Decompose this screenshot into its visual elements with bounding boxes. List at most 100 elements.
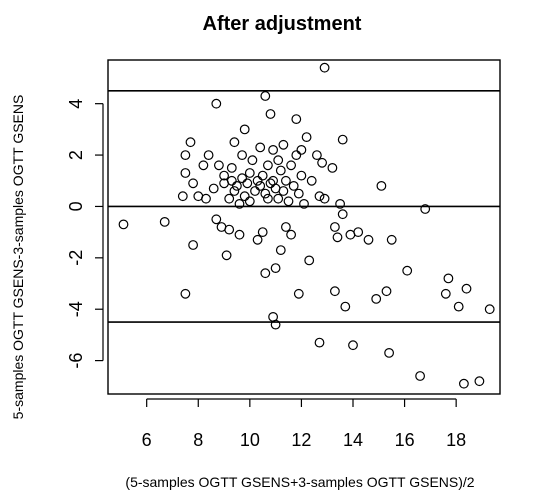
data-point-7 [188,178,199,189]
data-point-19 [219,170,230,181]
data-point-87 [330,222,340,232]
data-point-25 [229,186,240,196]
data-point-85 [319,193,330,204]
data-point-4 [180,150,191,161]
data-point-55 [270,263,281,274]
data-point-62 [278,186,289,196]
data-point-83 [317,157,328,168]
data-point-20 [221,250,232,261]
data-point-5 [180,168,191,178]
data-point-111 [474,376,485,387]
x-tick-label-3: 12 [291,430,311,450]
data-point-6 [185,137,196,148]
data-point-75 [296,144,307,155]
data-point-60 [275,245,286,256]
x-tick-label-5: 16 [395,430,415,450]
y-tick-label-1: -4 [66,301,86,317]
data-point-21 [224,193,235,204]
y-tick-label-4: 2 [66,150,86,160]
data-point-91 [337,134,348,145]
data-point-106 [440,288,451,299]
x-tick-label-0: 6 [142,430,152,450]
data-point-96 [353,227,364,238]
data-point-88 [330,286,340,297]
data-point-49 [263,160,273,171]
data-point-1 [159,216,170,227]
data-point-61 [275,165,286,176]
data-point-79 [306,175,317,186]
data-point-14 [211,214,222,225]
data-point-47 [260,91,271,101]
data-point-3 [177,191,188,202]
data-point-42 [255,180,266,191]
data-point-92 [337,209,348,220]
x-tick-label-2: 10 [240,430,260,450]
data-point-30 [237,173,248,184]
data-point-31 [237,150,248,161]
data-point-45 [260,268,271,279]
data-point-107 [443,273,454,284]
data-point-66 [283,196,294,207]
y-axis-label: 5-samples OGTT GSENS-3-samples OGTT GSEN… [10,95,26,420]
data-point-65 [281,175,291,186]
data-point-100 [381,286,392,297]
y-tick-label-2: -2 [66,250,86,266]
data-point-76 [299,198,309,209]
data-point-11 [201,193,211,204]
data-point-48 [263,193,273,204]
data-point-44 [257,170,268,181]
data-point-52 [268,144,279,155]
data-point-8 [188,240,199,250]
data-point-46 [260,188,271,199]
chart-title: After adjustment [203,13,362,35]
data-point-105 [420,204,431,214]
x-tick-label-1: 8 [193,430,203,450]
data-point-97 [363,234,374,245]
data-point-37 [247,155,258,166]
data-point-22 [224,224,235,235]
data-point-78 [304,255,315,266]
data-point-93 [340,301,351,312]
data-point-74 [296,170,307,181]
data-point-69 [288,180,299,191]
data-point-110 [461,283,472,294]
x-axis-label: (5-samples OGTT GSENS+3-samples OGTT GSE… [125,474,474,490]
data-point-38 [250,186,260,196]
data-point-102 [386,234,397,245]
data-point-58 [273,155,284,166]
data-point-64 [281,222,291,232]
data-point-71 [291,114,302,124]
data-point-33 [239,124,250,135]
y-axis: -6 -4 -2 0 2 4 [66,99,104,369]
x-tick-label-4: 14 [343,430,363,450]
plot-box [107,59,501,395]
data-point-10 [198,160,209,171]
data-point-104 [415,371,426,381]
data-point-35 [244,168,255,178]
data-point-89 [332,232,343,243]
data-point-98 [371,294,382,304]
data-point-57 [270,319,281,330]
data-point-68 [286,160,297,171]
data-point-28 [234,198,245,209]
data-point-32 [239,191,250,202]
data-point-90 [335,198,346,209]
y-tick-label-0: -6 [66,353,86,369]
data-point-59 [273,193,284,204]
data-points [118,62,495,389]
data-point-101 [384,348,395,358]
data-point-84 [319,62,330,73]
data-point-2 [180,288,191,299]
plot-frame [107,59,501,395]
data-point-15 [211,98,222,109]
data-point-112 [484,304,495,315]
y-tick-label-5: 4 [66,99,86,109]
data-point-34 [242,178,253,189]
data-point-99 [376,180,387,191]
data-point-80 [312,150,322,161]
data-point-40 [252,175,263,186]
x-axis: 6 8 10 12 14 16 18 [142,398,466,450]
data-point-29 [234,229,245,240]
data-point-95 [348,340,358,351]
